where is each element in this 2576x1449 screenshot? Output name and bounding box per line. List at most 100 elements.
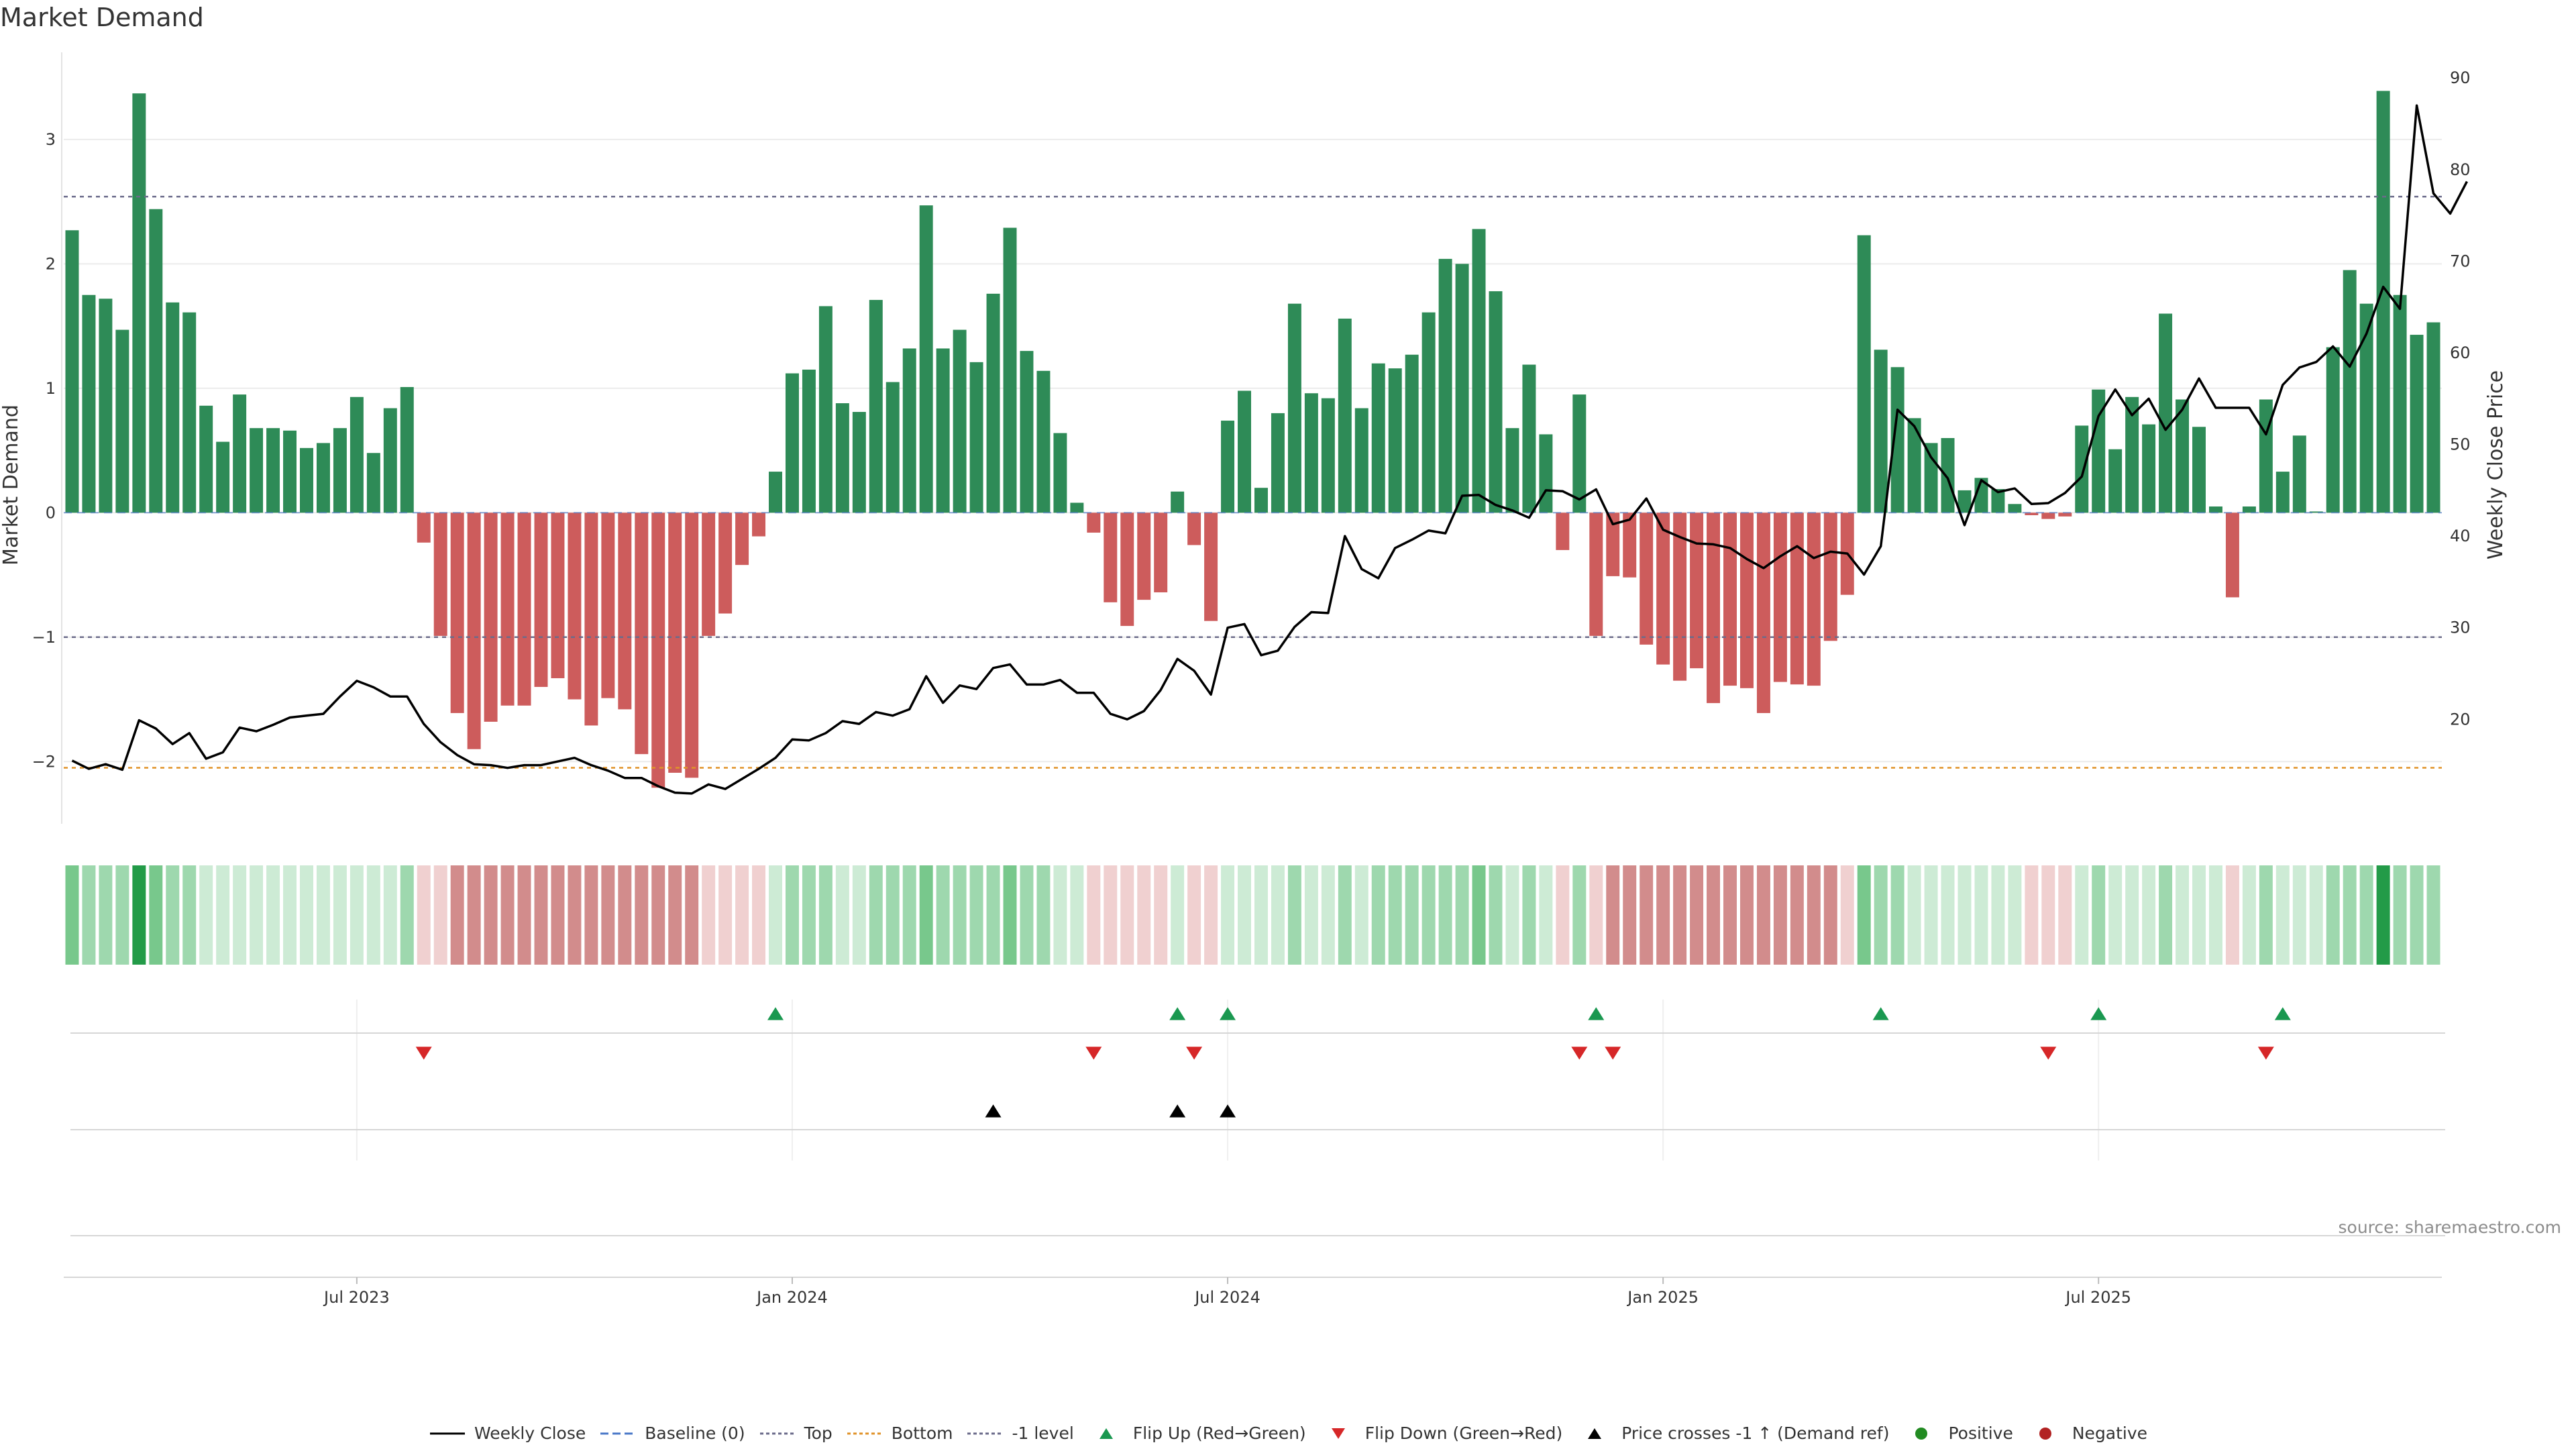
heat-cell — [953, 865, 967, 965]
price-cross-marker — [1220, 1104, 1236, 1118]
demand-bar — [2041, 513, 2055, 519]
heat-cell — [1539, 865, 1553, 965]
legend-label: Positive — [1948, 1424, 2013, 1443]
demand-bar — [1991, 489, 2005, 513]
demand-bar — [1807, 513, 1821, 686]
chart-legend: Weekly Close Baseline (0) Top Bottom -1 leve… — [0, 1424, 2576, 1443]
heat-cell — [2208, 865, 2222, 965]
demand-bar — [1104, 513, 1118, 602]
demand-bar — [1304, 393, 1318, 513]
demand-bar — [2108, 449, 2123, 513]
heat-cell — [366, 865, 380, 965]
demand-bar — [115, 329, 129, 513]
heat-cell — [1957, 865, 1972, 965]
heat-cell — [1304, 865, 1318, 965]
demand-bar — [969, 362, 983, 513]
heat-cell — [1421, 865, 1436, 965]
legend-label: Price crosses -1 ↑ (Demand ref) — [1621, 1424, 1890, 1443]
demand-bar — [785, 373, 799, 513]
flip-up-marker — [1220, 1007, 1236, 1020]
demand-bar — [1003, 227, 1017, 513]
demand-bar — [1823, 513, 1837, 641]
demand-bar — [1739, 513, 1754, 688]
demand-bar — [1907, 418, 1921, 513]
demand-bar — [2275, 472, 2290, 513]
legend-key — [600, 1432, 636, 1434]
demand-bar — [852, 412, 866, 513]
heat-cell — [2125, 865, 2139, 965]
heat-cell — [216, 865, 230, 965]
demand-bar — [1020, 351, 1034, 513]
heat-cell — [668, 865, 682, 965]
heat-cell — [250, 865, 264, 965]
demand-bar — [2075, 425, 2089, 513]
heat-cell — [1773, 865, 1787, 965]
demand-bar — [300, 447, 313, 513]
heat-cell — [802, 865, 816, 965]
demand-bar — [182, 312, 197, 513]
demand-bar — [1354, 408, 1368, 513]
demand-bar — [2092, 389, 2106, 513]
demand-bar — [2225, 513, 2239, 598]
demand-bar — [450, 513, 464, 713]
legend-key — [1588, 1428, 1602, 1439]
heat-cell — [417, 865, 431, 965]
flip-down-marker — [1571, 1046, 1588, 1060]
demand-bar — [1640, 513, 1654, 645]
demand-bar — [2326, 347, 2340, 513]
demand-bar — [1070, 502, 1084, 513]
y-tick-label: 1 — [46, 379, 56, 398]
demand-bar — [2426, 322, 2440, 513]
demand-bar — [1472, 229, 1486, 513]
demand-bar — [1556, 513, 1570, 550]
demand-bar — [685, 513, 699, 778]
heat-cell — [601, 865, 615, 965]
legend-item: Baseline (0) — [599, 1424, 745, 1443]
legend-label: Negative — [2072, 1424, 2148, 1443]
legend-item: Flip Down (Green→Red) — [1320, 1424, 1562, 1443]
heat-cell — [584, 865, 598, 965]
heat-cell — [467, 865, 481, 965]
demand-bar — [2292, 435, 2306, 513]
heat-cell — [1673, 865, 1687, 965]
heat-cell — [2410, 865, 2424, 965]
demand-bar — [1656, 513, 1670, 665]
legend-item: Weekly Close — [429, 1424, 586, 1443]
y-tick-label: −2 — [32, 752, 56, 771]
legend-key — [429, 1432, 465, 1434]
demand-bar — [551, 513, 565, 678]
legend-label: Weekly Close — [474, 1424, 586, 1443]
heat-cell — [835, 865, 849, 965]
demand-bar — [668, 513, 682, 773]
legend-label: -1 level — [1012, 1424, 1074, 1443]
demand-bar — [1572, 394, 1587, 513]
demand-bar — [1606, 513, 1620, 576]
demand-bar — [1154, 513, 1168, 592]
flip-down-marker — [1186, 1046, 1203, 1060]
heat-cell — [785, 865, 799, 965]
heat-cell — [651, 865, 665, 965]
demand-bar — [1673, 513, 1687, 681]
heat-cell — [1656, 865, 1670, 965]
legend-item: Bottom — [846, 1424, 953, 1443]
heat-cell — [1455, 865, 1469, 965]
legend-key — [2039, 1427, 2051, 1440]
heat-cell — [1606, 865, 1620, 965]
demand-bar — [1941, 438, 1955, 513]
demand-bar — [1924, 443, 1938, 513]
demand-bar — [1489, 291, 1503, 513]
heat-cell — [1388, 865, 1402, 965]
demand-bar — [2192, 427, 2206, 513]
heat-cell — [65, 865, 79, 965]
heat-cell — [433, 865, 447, 965]
y2-tick-label: 20 — [2450, 710, 2471, 729]
legend-item: Price crosses -1 ↑ (Demand ref) — [1576, 1424, 1889, 1443]
demand-bar — [1221, 421, 1235, 513]
demand-bar — [1036, 370, 1051, 513]
legend-key — [1331, 1428, 1345, 1439]
demand-bar — [2159, 313, 2173, 513]
demand-bar — [433, 513, 447, 636]
heat-cell — [1857, 865, 1871, 965]
y2-tick-label: 90 — [2450, 68, 2471, 87]
demand-bar — [2176, 399, 2190, 513]
